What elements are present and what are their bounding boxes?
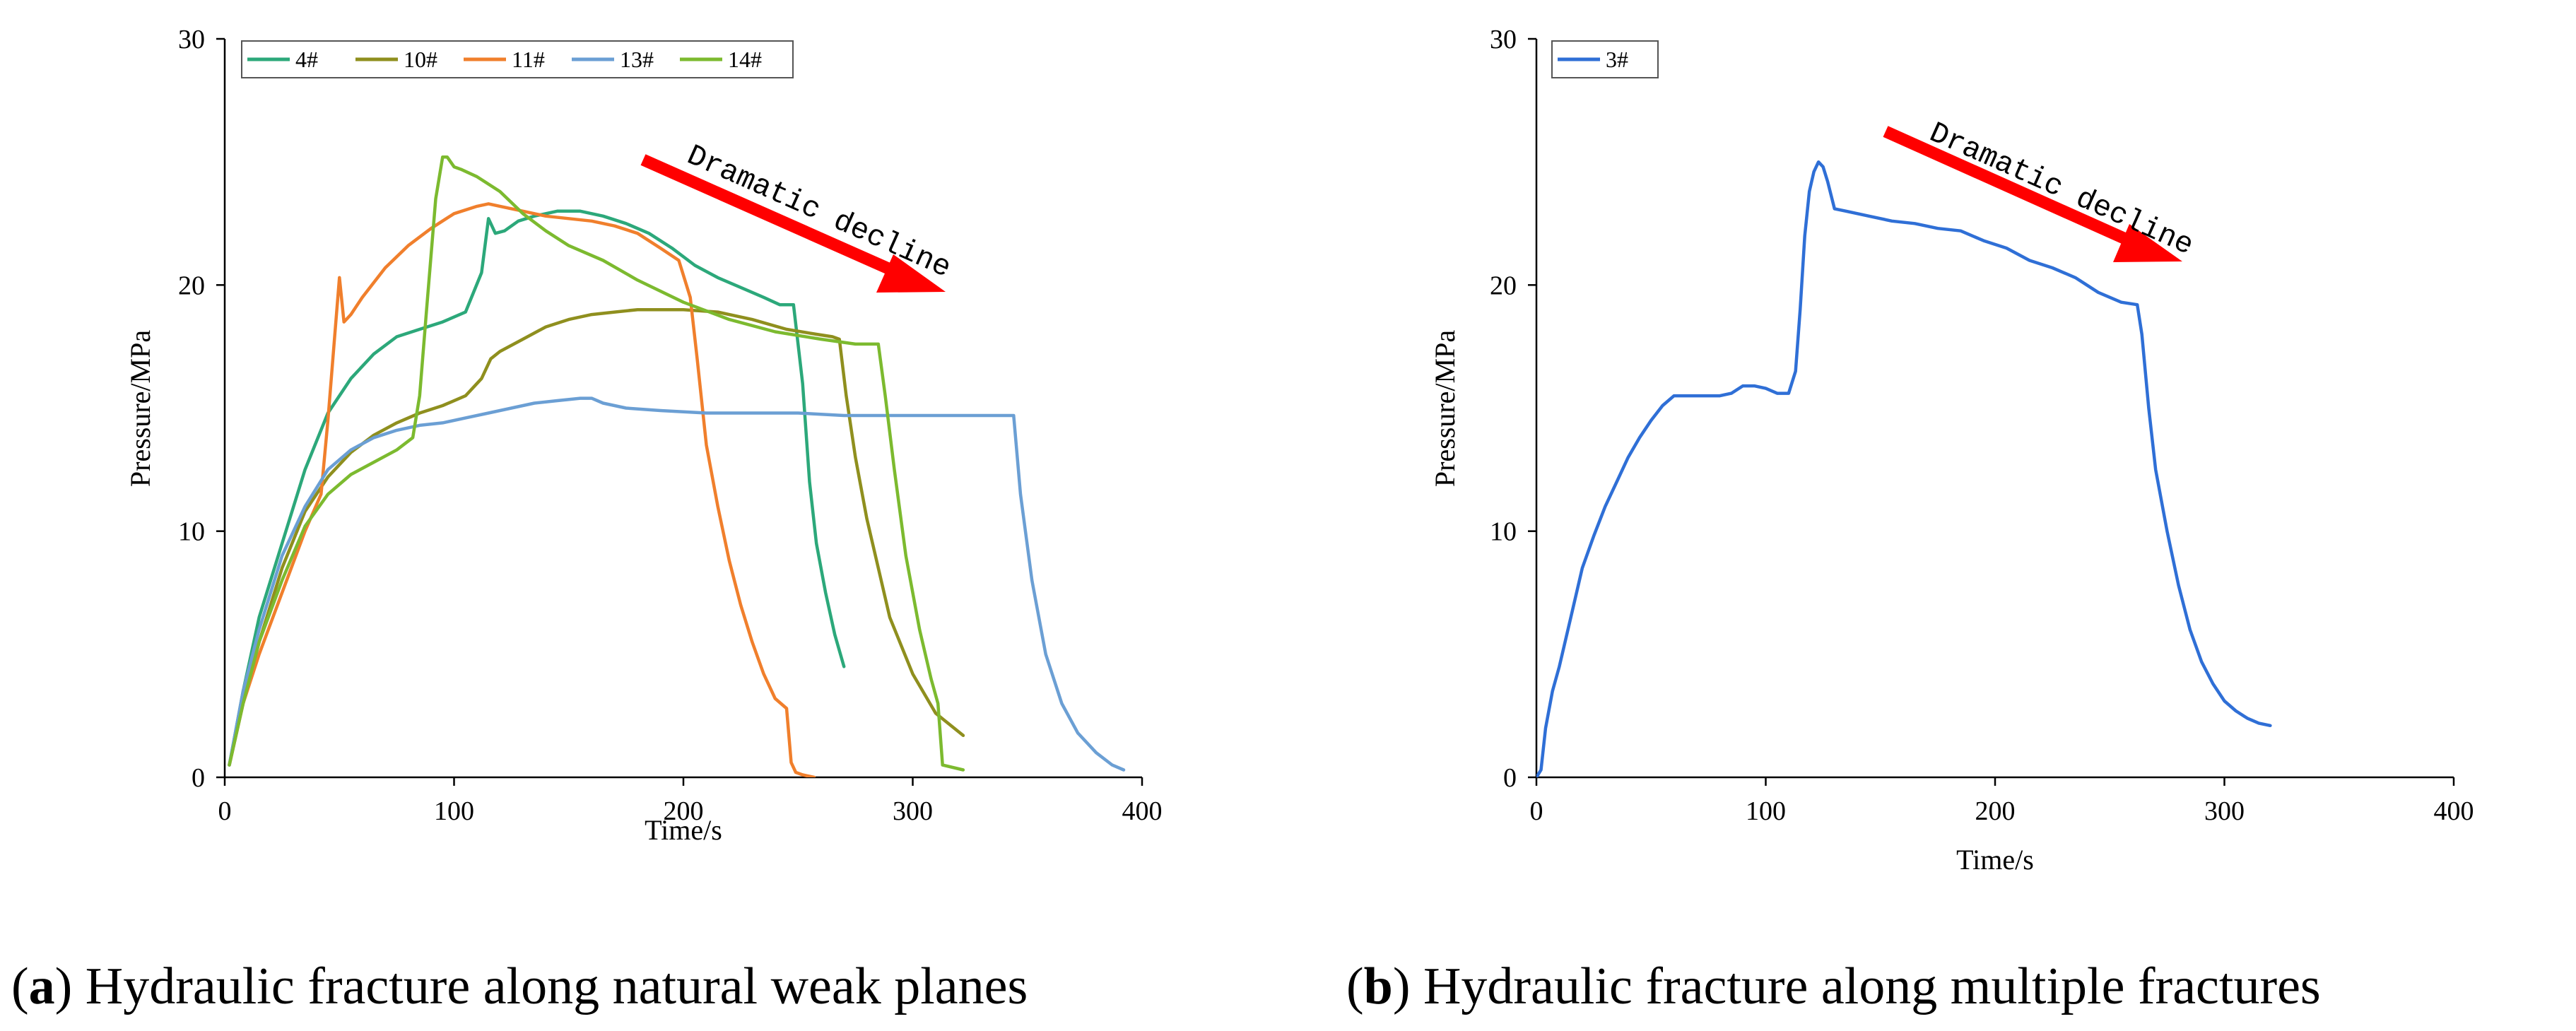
ticks-b: 0 100 200 300 400 0 10 20 30 [1490, 25, 2474, 826]
x-tick-label: 0 [1530, 796, 1543, 826]
x-tick-label: 300 [893, 796, 933, 826]
y-axis-title: Pressure/MPa [1429, 330, 1461, 487]
decline-annotation: Dramatic decline [1924, 116, 2199, 263]
legend-label: 10# [404, 47, 437, 72]
y-tick-label: 10 [178, 517, 205, 547]
y-tick-label: 20 [1490, 271, 1517, 300]
x-tick-label: 200 [1975, 796, 2016, 826]
legend-label: 13# [620, 47, 654, 72]
x-tick-label: 100 [434, 796, 474, 826]
y-tick-label: 20 [178, 271, 205, 300]
x-tick-label: 200 [664, 796, 704, 826]
caption-text: ) Hydraulic fracture along natural weak … [55, 958, 1028, 1015]
series-line-10# [228, 307, 965, 767]
legend-label: 3# [1606, 47, 1628, 72]
x-tick-label: 0 [218, 796, 232, 826]
series-line-11# [228, 202, 816, 777]
decline-arrow [640, 154, 946, 293]
y-tick-label: 10 [1490, 517, 1517, 547]
series-group-b [1536, 160, 2272, 777]
caption-a: (a) Hydraulic fracture along natural wea… [11, 958, 1028, 1015]
legend-label: 4# [295, 47, 318, 72]
caption-b: (b) Hydraulic fracture along multiple fr… [1346, 958, 2321, 1015]
x-tick-label: 400 [2434, 796, 2474, 826]
y-tick-label: 0 [192, 763, 205, 793]
panel-a: 0 100 200 300 400 0 10 20 30 Time/s Pressure/MPa… [11, 25, 1163, 1015]
legend-label: 11# [512, 47, 545, 72]
y-tick-label: 30 [1490, 25, 1517, 54]
panel-b: 0 100 200 300 400 0 10 20 30 Time/s Pressure/MPa… [1346, 25, 2474, 1015]
x-tick-label: 400 [1122, 796, 1163, 826]
x-axis-title: Time/s [645, 814, 722, 846]
legend-a: 4# 10# 11# 13# 14# [241, 40, 794, 78]
plot-area-a [223, 39, 1142, 779]
decline-annotation: Dramatic decline [682, 139, 956, 285]
legend-label: 14# [728, 47, 762, 72]
x-tick-label: 100 [1746, 796, 1786, 826]
y-tick-label: 30 [178, 25, 205, 54]
series-line-14# [228, 155, 965, 772]
x-axis-title: Time/s [1956, 844, 2034, 876]
series-line-3# [1536, 160, 2272, 777]
caption-letter: b [1364, 958, 1393, 1015]
decline-arrow [1883, 126, 2182, 262]
ticks-a: 0 100 200 300 400 0 10 20 30 [178, 25, 1163, 826]
caption-text: ) Hydraulic fracture along multiple frac… [1393, 958, 2321, 1015]
x-tick-label: 300 [2204, 796, 2245, 826]
y-axis-title: Pressure/MPa [124, 330, 156, 487]
caption-letter: a [29, 958, 55, 1015]
series-group-a [228, 155, 1126, 777]
y-tick-label: 0 [1503, 763, 1517, 793]
series-line-4# [228, 209, 846, 767]
series-line-13# [228, 396, 1126, 772]
legend-b: 3# [1551, 40, 1659, 78]
